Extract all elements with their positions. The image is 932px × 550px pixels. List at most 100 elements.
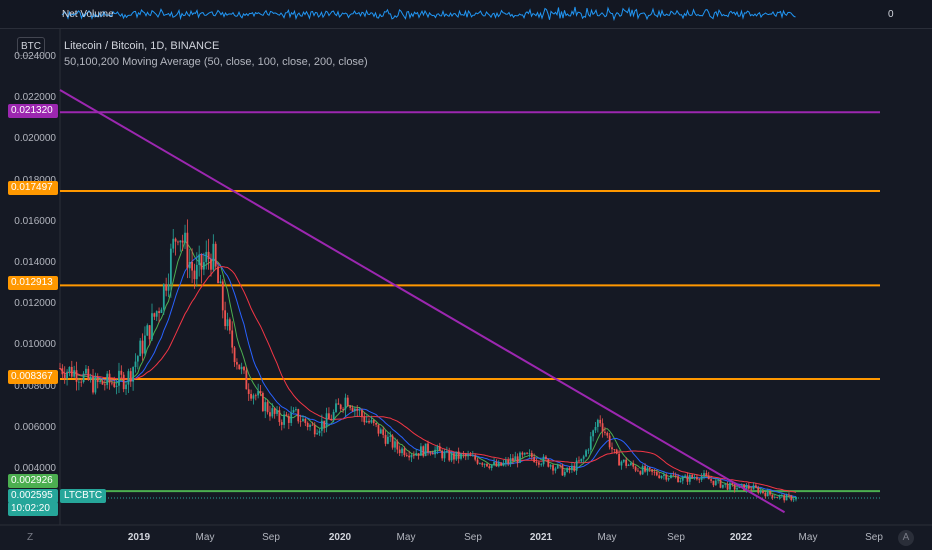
candle-body [217,266,219,284]
candle-body [202,262,205,270]
candle-body [113,383,116,387]
candle-body [384,434,387,444]
candle-body [257,391,260,396]
candle-body [387,436,389,444]
candle-body [66,371,68,379]
candle-body [323,420,326,428]
candle-body [349,406,352,408]
candle-body [398,449,401,454]
candle-body [231,330,234,348]
candle-body [420,446,422,456]
candle-body [330,418,333,421]
net-volume-plot [61,6,796,22]
candle-body [70,366,73,377]
candle-body [504,460,507,463]
candle-body [655,472,658,476]
candle-body [358,410,361,411]
candle-body [549,465,552,467]
candle-body [210,259,212,270]
candle-body [792,499,795,501]
time-tick-label: 2020 [328,532,352,543]
candle-body [325,413,328,428]
net-volume-label: Net Volume [62,9,114,20]
descending-trendline[interactable] [59,89,786,514]
currency-badge[interactable]: BTC [17,37,45,56]
candle-body [634,466,637,471]
candle-body [688,474,691,482]
candle-body [483,463,486,465]
candle-body [285,414,288,416]
candle-body [259,391,262,393]
candle-body [547,458,550,467]
candle-body [238,364,241,370]
candle-body [377,424,380,434]
candle-body [127,371,130,385]
candle-body [441,450,444,459]
candle-body [556,464,559,469]
candle-body [670,474,672,478]
candle-body [252,395,255,399]
candle-body [554,468,557,471]
candle-body [424,443,427,457]
candle-body [410,454,413,458]
candle-body [707,475,710,480]
candle-body [287,415,290,423]
candle-body [188,262,191,269]
candle-body [198,254,201,265]
candle-body [304,418,307,423]
candle-body [101,380,104,385]
candle-body [136,356,139,362]
candle-body [486,463,488,467]
candle-body [674,475,677,477]
candle-body [153,313,156,317]
candle-body [467,454,470,457]
candle-body [545,456,547,459]
candle-body [721,484,724,488]
candle-body [745,485,748,491]
candle-body [471,455,474,457]
candle-body [75,370,78,382]
candle-body [115,385,118,387]
candle-body [77,381,80,383]
candle-body [684,475,687,478]
candle-body [134,361,137,368]
candle-body [443,452,446,459]
candle-body [261,392,264,412]
candle-body [693,477,696,479]
candle-body [356,408,359,411]
candle-body [448,450,451,461]
candle-body [790,495,793,501]
candle-body [212,243,215,270]
candle-body [703,473,705,477]
candle-body [476,459,479,464]
auto-scale-button[interactable]: A [898,530,914,546]
candle-body [292,410,295,413]
candle-body [528,453,531,454]
indicator-legend[interactable]: 50,100,200 Moving Average (50, close, 10… [64,56,368,68]
candle-body [269,412,271,417]
candle-body [479,463,481,465]
candle-body [125,384,127,390]
candle-body [353,408,356,412]
candle-body [507,460,510,464]
candle-body [63,374,66,379]
candle-body [646,467,649,472]
candle-body [589,436,592,450]
price-tick-label: 0.004000 [14,463,56,474]
candle-body [658,475,661,478]
candle-body [96,376,99,382]
candle-body [141,340,144,354]
candle-body [533,456,536,463]
green-level-badge: 0.002926 [8,474,58,488]
price-tick-label: 0.012000 [14,298,56,310]
candle-body [637,470,639,472]
candle-body [714,480,717,486]
candle-body [778,495,781,498]
candle-body [92,376,94,393]
time-tick-label: 2021 [529,532,553,543]
candle-body [679,480,682,483]
zoom-icon[interactable]: Z [26,532,34,543]
candle-body [743,484,746,491]
candle-body [521,452,524,455]
